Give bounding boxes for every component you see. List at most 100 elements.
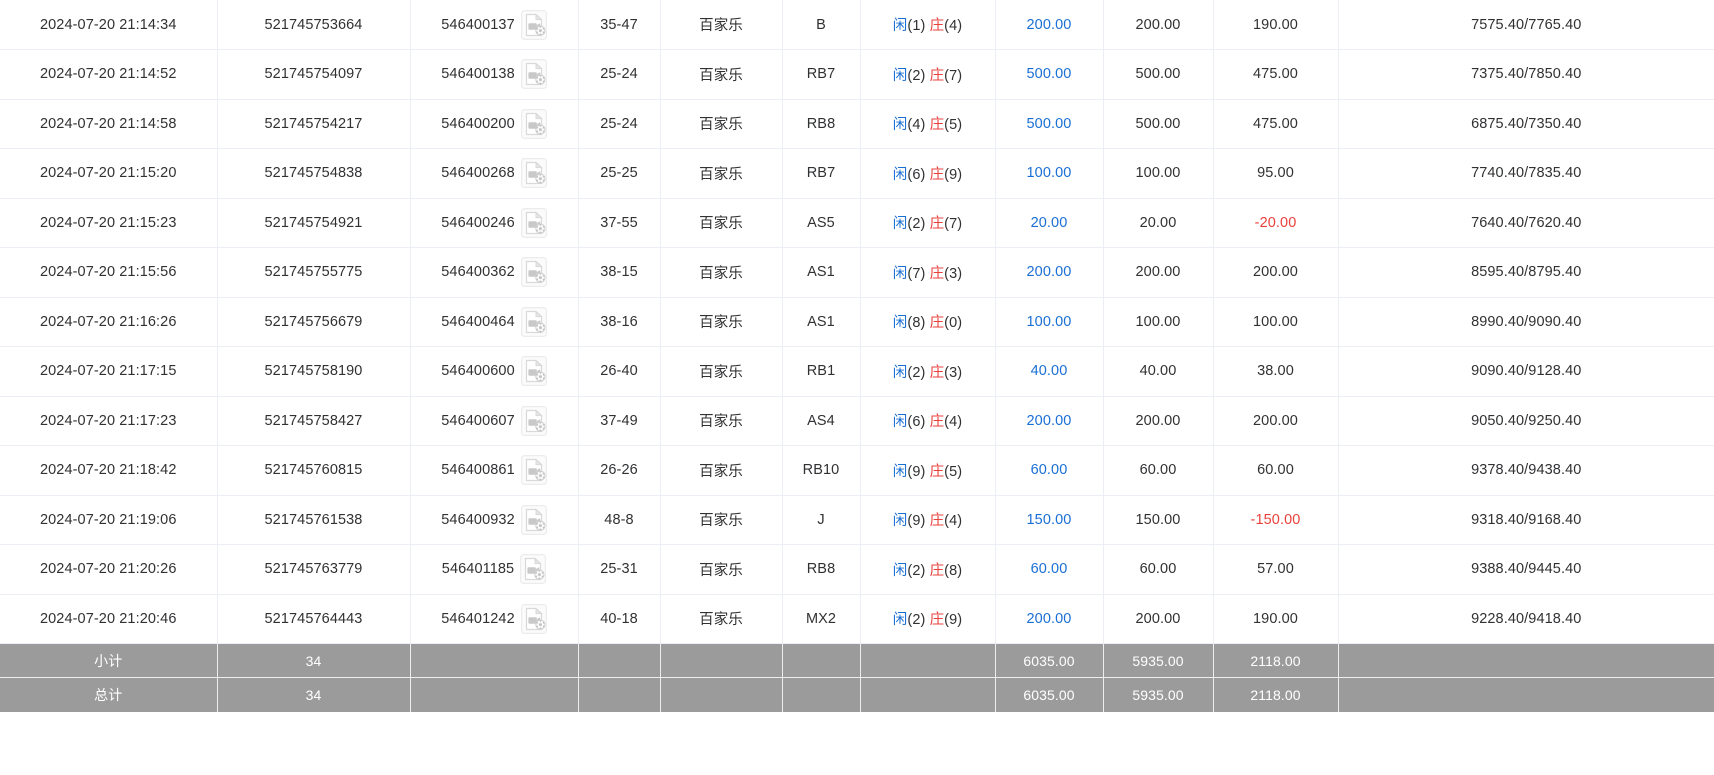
video-document-icon[interactable] bbox=[520, 603, 547, 634]
round-id-text: 546400600 bbox=[441, 363, 515, 380]
cell-valid-amount: 200.00 bbox=[1103, 594, 1214, 644]
result-player-label: 闲 bbox=[892, 18, 908, 34]
round-id-wrapper: 546400600 bbox=[421, 356, 568, 387]
cell-bet-id: 521745764443 bbox=[217, 594, 411, 644]
cell-time: 2024-07-20 21:18:42 bbox=[0, 445, 218, 496]
cell-round-id: 546400137 bbox=[410, 0, 579, 50]
cell-game: 百家乐 bbox=[660, 0, 783, 50]
summary-label: 小计 bbox=[0, 643, 218, 678]
result-player-label: 闲 bbox=[892, 612, 908, 629]
cell-result: 闲(1) 庄(4) bbox=[860, 0, 996, 50]
cell-balance: 7375.40/7850.40 bbox=[1338, 49, 1714, 100]
cell-game: 百家乐 bbox=[660, 297, 783, 347]
cell-payout: 475.00 bbox=[1213, 99, 1339, 149]
summary-game bbox=[660, 643, 783, 678]
cell-game: 百家乐 bbox=[660, 148, 783, 199]
summary-result bbox=[860, 643, 996, 678]
video-document-icon[interactable] bbox=[520, 9, 547, 40]
video-document-icon[interactable] bbox=[520, 257, 547, 288]
cell-payout: 475.00 bbox=[1213, 49, 1339, 100]
cell-result: 闲(2) 庄(7) bbox=[860, 49, 996, 100]
summary-table-seat bbox=[578, 677, 661, 712]
result-player-label: 闲 bbox=[892, 463, 908, 480]
round-id-text: 546400246 bbox=[441, 214, 515, 231]
cell-balance: 6875.40/7350.40 bbox=[1338, 99, 1714, 149]
cell-game: 百家乐 bbox=[660, 49, 783, 100]
cell-result: 闲(6) 庄(4) bbox=[860, 396, 996, 446]
round-id-text: 546400464 bbox=[441, 313, 515, 330]
cell-valid-amount: 100.00 bbox=[1103, 297, 1214, 347]
cell-bet-amount: 200.00 bbox=[995, 247, 1104, 298]
video-document-icon[interactable] bbox=[520, 306, 547, 337]
summary-row: 总计 34 6035.00 5935.00 2118.00 bbox=[0, 677, 1714, 712]
table-row: 2024-07-20 21:15:20 521745754838 546400268… bbox=[0, 148, 1714, 199]
result-banker-value: (5) bbox=[944, 463, 963, 480]
result-banker-value: (9) bbox=[944, 166, 963, 183]
cell-bet-amount: 60.00 bbox=[995, 445, 1104, 496]
cell-round-id: 546400268 bbox=[410, 148, 579, 199]
cell-bet-amount: 500.00 bbox=[995, 49, 1104, 100]
result-banker-value: (0) bbox=[944, 315, 963, 332]
cell-bet-id: 521745754838 bbox=[217, 148, 411, 199]
cell-time: 2024-07-20 21:16:26 bbox=[0, 297, 218, 347]
result-banker-label: 庄 bbox=[929, 265, 945, 282]
summary-count: 34 bbox=[217, 643, 411, 678]
bet-history-table-body: 2024-07-20 21:14:34 521745753664 546400137… bbox=[0, 0, 1714, 712]
cell-payout: 190.00 bbox=[1213, 0, 1339, 50]
summary-area bbox=[782, 643, 861, 678]
cell-bet-id: 521745753664 bbox=[217, 0, 411, 50]
video-document-icon[interactable] bbox=[520, 554, 547, 585]
video-document-icon[interactable] bbox=[520, 207, 547, 238]
cell-area: RB1 bbox=[782, 346, 861, 397]
result-player-value: (6) bbox=[907, 414, 930, 431]
table-row: 2024-07-20 21:20:26 521745763779 546401185… bbox=[0, 544, 1714, 595]
cell-time: 2024-07-20 21:14:58 bbox=[0, 99, 218, 149]
summary-balance bbox=[1338, 643, 1714, 678]
cell-bet-amount: 200.00 bbox=[995, 396, 1104, 446]
video-document-icon[interactable] bbox=[520, 455, 547, 486]
cell-game: 百家乐 bbox=[660, 544, 783, 595]
result-player-label: 闲 bbox=[892, 216, 908, 233]
cell-round-id: 546400464 bbox=[410, 297, 579, 347]
cell-round-id: 546400932 bbox=[410, 495, 579, 545]
result-player-value: (2) bbox=[907, 364, 930, 381]
cell-payout: -150.00 bbox=[1213, 495, 1339, 545]
cell-time: 2024-07-20 21:19:06 bbox=[0, 495, 218, 545]
cell-table-seat: 40-18 bbox=[578, 594, 661, 644]
cell-table-seat: 25-25 bbox=[578, 148, 661, 199]
video-document-icon[interactable] bbox=[520, 59, 547, 90]
round-id-text: 546400137 bbox=[441, 16, 515, 33]
cell-table-seat: 37-49 bbox=[578, 396, 661, 446]
result-banker-value: (7) bbox=[944, 67, 963, 84]
cell-balance: 7640.40/7620.40 bbox=[1338, 198, 1714, 248]
cell-time: 2024-07-20 21:15:23 bbox=[0, 198, 218, 248]
cell-table-seat: 25-24 bbox=[578, 99, 661, 149]
cell-area: AS1 bbox=[782, 247, 861, 298]
result-banker-label: 庄 bbox=[929, 414, 945, 431]
cell-round-id: 546400200 bbox=[410, 99, 579, 149]
video-document-icon[interactable] bbox=[520, 405, 547, 436]
cell-round-id: 546400861 bbox=[410, 445, 579, 496]
result-player-label: 闲 bbox=[892, 265, 908, 282]
video-document-icon[interactable] bbox=[520, 356, 547, 387]
cell-balance: 9090.40/9128.40 bbox=[1338, 346, 1714, 397]
cell-table-seat: 35-47 bbox=[578, 0, 661, 50]
cell-result: 闲(4) 庄(5) bbox=[860, 99, 996, 149]
cell-payout: 200.00 bbox=[1213, 396, 1339, 446]
table-row: 2024-07-20 21:17:23 521745758427 546400607… bbox=[0, 396, 1714, 446]
result-player-value: (2) bbox=[907, 562, 930, 579]
cell-game: 百家乐 bbox=[660, 594, 783, 644]
summary-round-id bbox=[410, 677, 579, 712]
video-document-icon[interactable] bbox=[520, 504, 547, 535]
result-banker-value: (8) bbox=[944, 562, 963, 579]
cell-result: 闲(2) 庄(8) bbox=[860, 544, 996, 595]
cell-valid-amount: 60.00 bbox=[1103, 445, 1214, 496]
cell-area: RB8 bbox=[782, 544, 861, 595]
video-document-icon[interactable] bbox=[520, 158, 547, 189]
result-banker-label: 庄 bbox=[929, 216, 945, 233]
cell-balance: 9050.40/9250.40 bbox=[1338, 396, 1714, 446]
video-document-icon[interactable] bbox=[520, 108, 547, 139]
table-row: 2024-07-20 21:17:15 521745758190 546400600… bbox=[0, 346, 1714, 397]
cell-round-id: 546400246 bbox=[410, 198, 579, 248]
result-player-label: 闲 bbox=[892, 364, 908, 381]
